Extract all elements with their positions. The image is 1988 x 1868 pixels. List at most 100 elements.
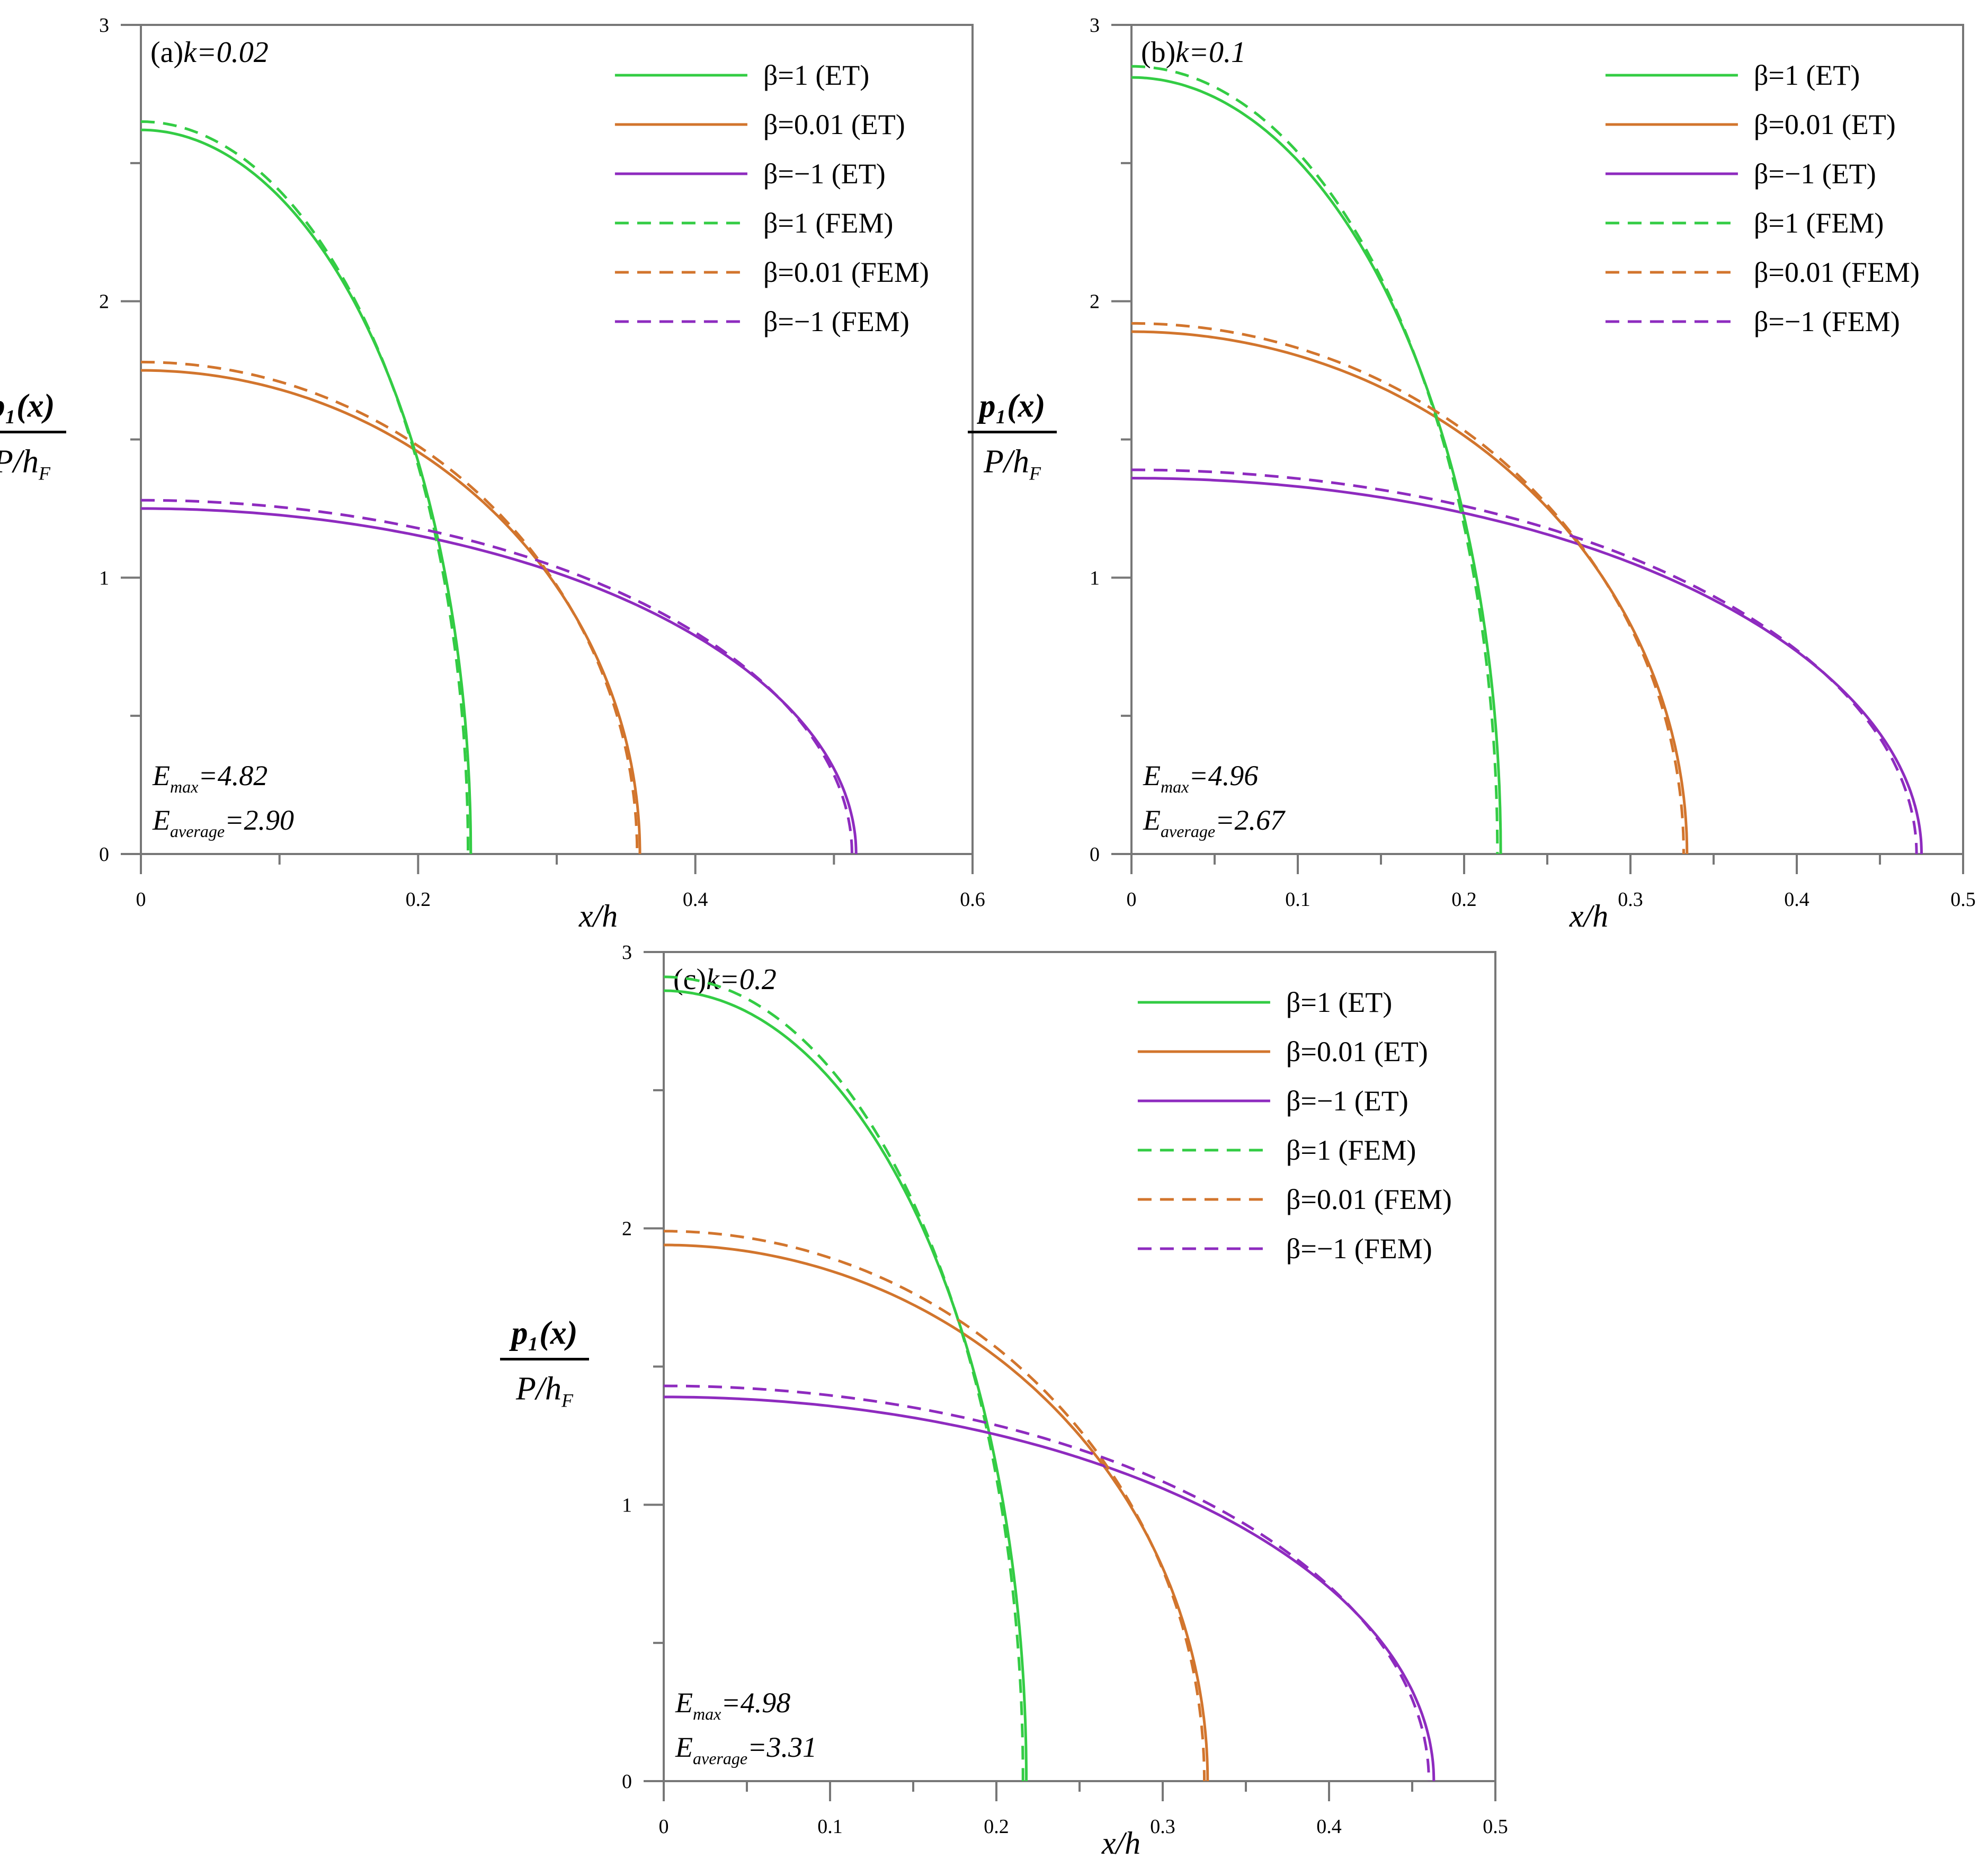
x-axis-label: x/h (578, 899, 618, 933)
x-tick-label: 0.1 (1285, 888, 1311, 911)
series-line-5 (663, 1384, 1430, 1782)
x-tick-label: 0.5 (1483, 1816, 1508, 1838)
legend-label: β=1 (ET) (1754, 59, 1860, 91)
y-label-denominator: P/hF (515, 1371, 574, 1411)
y-label-denominator-text: P/h (0, 444, 39, 480)
x-tick-label: 0.3 (1150, 1816, 1175, 1838)
x-tick-label: 0.4 (683, 888, 708, 911)
legend-label: β=1 (FEM) (1754, 207, 1884, 239)
y-axis-label: p₁(x) P/hF (0, 388, 66, 484)
y-tick-label: 1 (1090, 567, 1100, 589)
legend-label: β=1 (ET) (1286, 986, 1392, 1018)
y-tick-label: 1 (622, 1494, 632, 1516)
x-tick-label: 0.1 (817, 1816, 843, 1838)
emax-letter: E (675, 1687, 693, 1719)
eaverage-subscript: average (170, 822, 225, 841)
y-tick-label: 1 (99, 567, 109, 589)
x-axis-label: x/h (1569, 899, 1608, 933)
legend: β=1 (ET) β=0.01 (ET) β=−1 (ET) β=1 (FEM) β=0… (1137, 986, 1452, 1265)
emax-subscript: max (1161, 777, 1189, 796)
legend-label: β=1 (FEM) (763, 207, 893, 239)
x-tick-label: 0 (1127, 888, 1137, 911)
y-tick-label: 0 (99, 843, 109, 866)
eaverage-annotation: Eaverage=2.67 (1143, 804, 1286, 841)
panel-k-value: k=0.02 (183, 36, 269, 69)
eaverage-letter: E (152, 804, 170, 836)
plot-frame (1130, 24, 1964, 855)
x-tick-label: 0.2 (1451, 888, 1477, 911)
panels: 00.20.40.60123x/hp₁(x)P/hF(a)k=0.02Emax=… (0, 14, 1976, 1861)
x-tick-label: 0 (659, 1816, 669, 1838)
series-line-3 (663, 975, 1024, 1781)
y-tick-label: 2 (99, 291, 109, 313)
y-tick-label: 0 (1090, 843, 1100, 866)
chart-panel: 0 0.1 0.2 0.3 0.4 0.5 0 1 2 3 x/h p₁(x) P/hF (b)k=0.1… (968, 14, 1976, 933)
series-line-5 (1131, 468, 1918, 855)
y-label-denominator-subscript: F (1029, 463, 1041, 484)
panel-letter: (a) (150, 36, 183, 69)
legend: β=1 (ET) β=0.01 (ET) β=−1 (ET) β=1 (FEM) β=0… (614, 59, 929, 337)
y-label-denominator: P/hF (0, 444, 51, 484)
y-label-denominator-subscript: F (38, 463, 51, 484)
y-label-numerator: p₁(x) (509, 1315, 578, 1351)
legend-label: β=−1 (ET) (1754, 158, 1876, 190)
legend-label: β=0.01 (FEM) (763, 256, 929, 288)
series-line-4 (1131, 322, 1685, 855)
x-tick-label: 0.2 (406, 888, 431, 911)
series-line-0 (1131, 76, 1502, 855)
panel-letter: (b) (1141, 36, 1175, 69)
y-tick-label: 3 (622, 941, 632, 964)
series-line-2 (664, 1395, 1436, 1782)
eaverage-annotation: Eaverage=2.90 (152, 804, 294, 841)
x-tick-label: 0.2 (984, 1816, 1009, 1838)
y-axis-label: p₁(x) P/hF (500, 1315, 589, 1411)
emax-subscript: max (693, 1704, 721, 1723)
y-tick-label: 2 (1090, 291, 1100, 313)
series-line-3 (141, 120, 469, 854)
emax-value: =4.96 (1189, 760, 1258, 791)
eaverage-letter: E (1143, 804, 1161, 836)
panel-k-value: k=0.1 (1175, 36, 1246, 69)
x-tick-label: 0.6 (960, 888, 985, 911)
legend-label: β=0.01 (ET) (763, 109, 905, 140)
panel-k-value: k=0.2 (706, 963, 777, 996)
y-label-denominator: P/hF (983, 444, 1041, 484)
series-line-2 (141, 507, 858, 855)
y-tick-label: 3 (99, 14, 109, 37)
eaverage-annotation: Eaverage=3.31 (675, 1731, 817, 1768)
x-tick-label: 0.4 (1316, 1816, 1342, 1838)
legend-label: β=−1 (FEM) (763, 306, 910, 337)
x-axis-label: x/h (1101, 1826, 1140, 1861)
eaverage-subscript: average (1161, 822, 1215, 841)
emax-annotation: Emax=4.98 (675, 1687, 790, 1723)
series-line-5 (141, 499, 853, 855)
y-tick-label: 0 (622, 1771, 632, 1793)
legend-label: β=−1 (FEM) (1754, 306, 1900, 337)
eaverage-value: =3.31 (747, 1731, 817, 1763)
panel-label: (a)k=0.02 (150, 36, 269, 69)
legend: β=1 (ET) β=0.01 (ET) β=−1 (ET) β=1 (FEM) β=0… (1605, 59, 1920, 337)
series-line-1 (141, 369, 641, 854)
plot-frame (663, 951, 1496, 1782)
eaverage-value: =2.90 (225, 804, 294, 836)
panel-label: (b)k=0.1 (1141, 36, 1246, 69)
series-line-0 (663, 989, 1028, 1781)
y-axis-label: p₁(x) P/hF (968, 388, 1057, 484)
eaverage-letter: E (675, 1731, 693, 1763)
legend-label: β=1 (ET) (763, 59, 869, 91)
x-tick-label: 0 (136, 888, 146, 911)
emax-letter: E (152, 760, 170, 791)
emax-annotation: Emax=4.96 (1143, 760, 1258, 796)
series-line-1 (664, 1243, 1209, 1782)
series-line-2 (1131, 477, 1923, 855)
x-tick-label: 0.3 (1618, 888, 1643, 911)
y-label-numerator: p₁(x) (0, 388, 55, 424)
series-line-1 (1131, 330, 1689, 855)
emax-annotation: Emax=4.82 (152, 760, 268, 796)
series-line-3 (1131, 65, 1499, 854)
x-tick-label: 0.5 (1950, 888, 1976, 911)
series-line-4 (140, 360, 639, 855)
legend-label: β=−1 (FEM) (1286, 1233, 1432, 1265)
legend-label: β=0.01 (FEM) (1754, 256, 1920, 288)
chart-panel: 0 0.2 0.4 0.6 0 1 2 3 x/h p₁(x) P/hF (a)k=0.02 Emax=… (0, 14, 985, 933)
